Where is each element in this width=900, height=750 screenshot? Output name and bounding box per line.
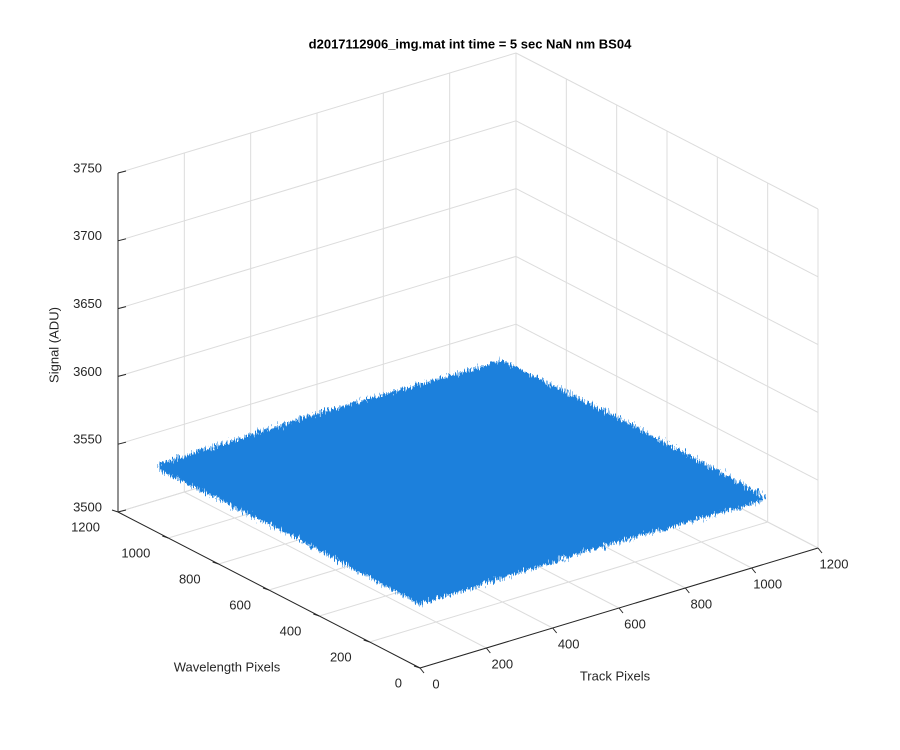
z-tick [117,306,127,310]
surface [158,360,764,605]
z-tick [117,238,127,242]
x-tick-label: 800 [690,596,712,611]
labels: 0 200 400 600 800 1000 1200 0 200 400 600 800 1000 12… [71,160,848,691]
y-tick-label: 200 [330,649,352,664]
axes [111,170,823,674]
x-tick-label: 1000 [753,576,782,591]
x-tick-label: 0 [432,676,439,691]
z-tick-label: 3500 [73,499,102,514]
grid-line [515,120,819,278]
y-tick [111,509,119,513]
grid-line [117,188,517,310]
grid-line [515,52,819,210]
x-tick [485,647,491,654]
y-tick-label: 600 [229,597,251,612]
y-tick [413,665,421,669]
x-tick-label: 600 [624,616,646,631]
grid-line [117,323,517,445]
x-tick-label: 200 [491,656,513,671]
grid-line [369,521,768,643]
y-tick [212,561,219,565]
x-axis-label: Track Pixels [580,668,651,683]
z-tick [117,441,127,445]
x-tick [684,587,690,594]
grid-line [117,255,517,377]
grid-line [117,52,517,174]
z-tick-label: 3650 [73,296,102,311]
chart-title: d2017112906_img.mat int time = 5 sec NaN… [309,36,632,51]
y-tick-label: 1200 [71,519,100,534]
x-tick [817,547,823,554]
y-tick-label: 400 [280,623,302,638]
x-tick-label: 1200 [820,556,849,571]
z-tick [117,509,127,513]
z-tick [117,373,127,377]
x-tick-label: 400 [558,636,580,651]
y-tick [162,535,169,539]
z-tick-label: 3600 [73,364,102,379]
z-tick-label: 3550 [73,432,102,447]
grid-line [117,120,517,242]
y-tick-label: 800 [179,571,201,586]
x-tick [751,567,757,574]
y-axis-label: Wavelength Pixels [174,659,281,674]
y-tick-label: 1000 [121,545,150,560]
x-tick [419,667,425,674]
y-tick [313,613,320,617]
y-tick [262,587,270,591]
z-tick-label: 3700 [73,228,102,243]
z-tick-label: 3750 [73,160,102,175]
grid-line [515,255,819,413]
z-tick [117,170,127,174]
y-tick-label: 0 [395,675,402,690]
surface-patch [351,534,509,605]
y-tick [363,639,370,643]
z-axis-label: Signal (ADU) [46,307,61,383]
x-tick [552,627,558,634]
x-tick [618,607,624,614]
grid-line [515,188,819,346]
grid-line [515,323,819,481]
